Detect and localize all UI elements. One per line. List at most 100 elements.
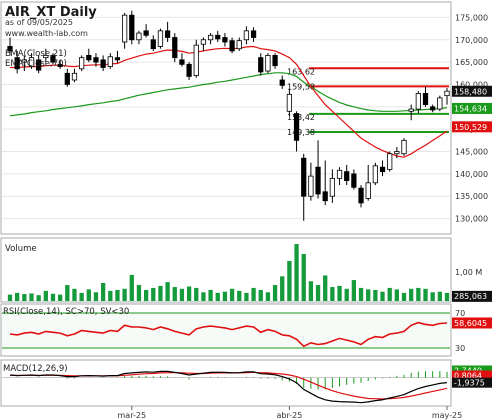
candle-body — [408, 108, 414, 112]
candle — [401, 138, 407, 156]
candle-body — [365, 182, 371, 199]
x-axis: mar-25 abr-25 may-25 — [118, 406, 462, 420]
candle — [222, 33, 228, 47]
volume-bar — [401, 292, 407, 301]
macd-panel-frame — [0, 359, 452, 407]
volume-bar — [158, 285, 163, 301]
candle — [57, 59, 63, 69]
price-tick-label: 170,000 — [455, 36, 488, 45]
value-tag-text: 154,634 — [454, 104, 487, 113]
candle-body — [437, 97, 443, 110]
candle — [129, 10, 135, 45]
candle-body — [286, 93, 293, 112]
candle — [315, 140, 321, 199]
ema-fast-label: EMA(Close,21) — [5, 49, 67, 59]
candle — [344, 164, 350, 186]
candle-body — [236, 40, 242, 50]
candle-body — [21, 59, 27, 63]
candle-body — [36, 59, 42, 71]
volume-bar — [136, 285, 142, 301]
volume-bar — [86, 289, 91, 301]
volume-bar — [115, 289, 120, 301]
volume-bar — [186, 286, 192, 301]
candle — [86, 48, 92, 63]
volume-bar — [50, 293, 56, 301]
volume-bar — [272, 285, 278, 301]
candle-body — [207, 34, 214, 41]
volume-bar — [57, 294, 63, 301]
candle-body — [265, 55, 271, 72]
candle-body — [358, 187, 364, 204]
volume-bar — [344, 288, 349, 301]
level-label: 149,38 — [287, 128, 315, 137]
as-of-date: as of 09/05/2025 — [5, 18, 73, 27]
candle-body — [172, 37, 178, 59]
volume-bar — [194, 287, 199, 301]
volume-bar — [93, 292, 99, 301]
macd-label: MACD(12,26,9) — [3, 364, 68, 374]
volume-bar — [251, 287, 256, 301]
candle-body — [107, 56, 113, 67]
candle — [272, 53, 278, 69]
volume-bar — [258, 289, 263, 301]
price-candles — [7, 10, 450, 221]
value-tag-box — [452, 121, 492, 133]
volume-bar — [15, 292, 20, 301]
price-tick-label: 160,000 — [455, 80, 488, 89]
rsi-line — [9, 321, 448, 348]
candle-body — [114, 57, 121, 61]
candle-body — [315, 166, 321, 195]
candle — [14, 50, 20, 74]
volume-panel-frame — [0, 237, 452, 303]
candle — [122, 12, 128, 49]
rsi-band-fill — [2, 313, 450, 348]
candle-body — [129, 14, 135, 41]
candle — [358, 185, 364, 208]
candle — [265, 53, 271, 74]
candle — [186, 62, 192, 80]
volume-bar — [143, 289, 149, 301]
candle — [379, 160, 386, 177]
candle-body — [258, 57, 264, 73]
volume-bar — [366, 289, 371, 301]
candle-body — [79, 57, 85, 70]
candle-body — [150, 39, 156, 50]
x-tick-label: may-25 — [432, 411, 462, 420]
candle-body — [308, 175, 314, 197]
volume-bar — [244, 292, 249, 301]
candle — [372, 162, 378, 186]
volume-bar — [179, 288, 185, 301]
x-tick-label: abr-25 — [276, 411, 302, 420]
volume-bar — [79, 292, 84, 301]
candle-body — [136, 32, 142, 41]
candle — [7, 37, 13, 56]
volume-bar — [409, 288, 414, 301]
value-tag-text: 150,529 — [454, 123, 487, 132]
volume-bar — [72, 288, 77, 301]
rsi-value-tag-text: 58,6045 — [454, 319, 487, 328]
volume-bar — [208, 289, 213, 301]
volume-bar — [165, 282, 170, 301]
candle — [229, 37, 235, 54]
macd-value-tag-box — [452, 365, 492, 376]
rsi-panel: 70 30 58,6045 RSI(Close,14), SC>70, SV<30 — [0, 303, 492, 357]
candle-body — [100, 59, 106, 68]
volume-bar — [416, 287, 421, 301]
volume-bar — [215, 292, 220, 301]
volume-bar — [394, 289, 400, 301]
volume-label: Volume — [5, 244, 37, 254]
candle — [387, 151, 393, 172]
rsi-panel-frame — [0, 303, 452, 357]
candle-body — [322, 191, 328, 202]
site-credit: www.wealth-lab.com — [5, 29, 88, 38]
price-panel-frame — [0, 1, 452, 235]
volume-bar — [129, 274, 134, 301]
volume-bar — [280, 276, 285, 301]
macd-value-tag-box — [452, 370, 492, 381]
candle — [243, 26, 250, 45]
candle — [415, 91, 421, 114]
volume-bar — [373, 289, 378, 301]
candle-body — [122, 14, 128, 43]
candle-body — [7, 46, 13, 52]
